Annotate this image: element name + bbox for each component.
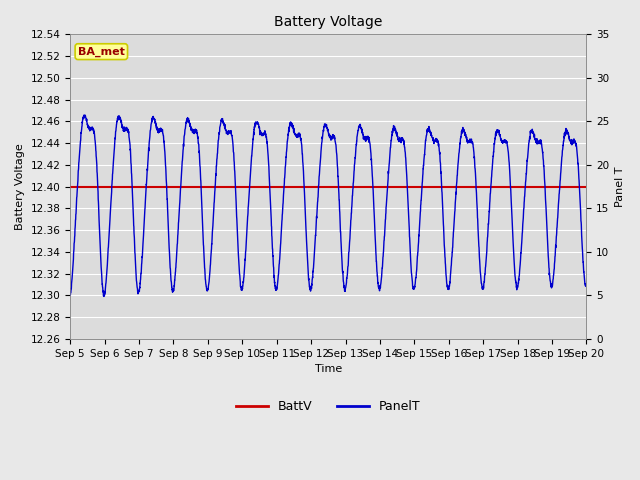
Y-axis label: Panel T: Panel T — [615, 167, 625, 207]
X-axis label: Time: Time — [315, 364, 342, 374]
Legend: BattV, PanelT: BattV, PanelT — [232, 395, 425, 418]
Y-axis label: Battery Voltage: Battery Voltage — [15, 143, 25, 230]
Text: BA_met: BA_met — [78, 47, 125, 57]
Title: Battery Voltage: Battery Voltage — [274, 15, 383, 29]
